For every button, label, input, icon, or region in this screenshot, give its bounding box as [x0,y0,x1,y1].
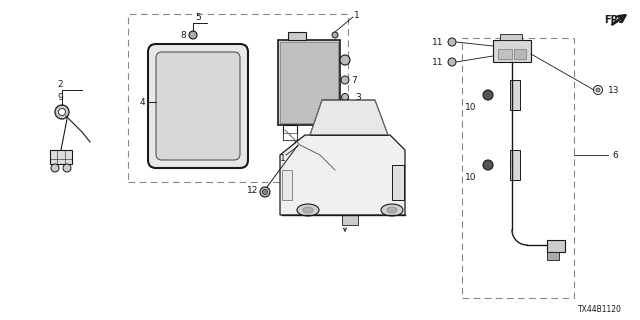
Bar [498,49,512,59]
Text: 6: 6 [612,150,618,159]
Text: TX44B1120: TX44B1120 [578,306,622,315]
Bar [283,125,297,140]
Bar [514,49,526,59]
Bar [128,14,348,182]
Text: 11: 11 [432,58,444,67]
Circle shape [189,31,197,39]
Circle shape [332,32,338,38]
Text: 3: 3 [355,92,361,101]
Circle shape [448,38,456,46]
Bar [280,42,338,123]
Bar [547,252,559,260]
Bar [547,240,565,252]
Bar [392,165,404,200]
Circle shape [593,85,602,94]
Bar [288,32,306,40]
Circle shape [448,58,456,66]
Text: FR.: FR. [604,15,622,25]
Text: 7: 7 [351,76,357,84]
Bar [278,40,340,125]
Bar [500,34,522,40]
Polygon shape [280,135,405,215]
Circle shape [340,55,350,65]
Text: 12: 12 [247,186,259,195]
Text: 2: 2 [57,79,63,89]
Bar [313,125,327,140]
Ellipse shape [387,207,397,213]
Polygon shape [310,100,388,135]
Circle shape [55,105,69,119]
Polygon shape [50,150,72,164]
Text: 11: 11 [432,37,444,46]
Text: 13: 13 [608,85,620,94]
Bar [283,133,297,140]
Circle shape [51,164,59,172]
FancyBboxPatch shape [148,44,248,168]
Circle shape [58,108,65,116]
Circle shape [483,160,493,170]
Bar [510,80,520,110]
Bar [462,38,574,298]
Ellipse shape [381,204,403,216]
Circle shape [262,189,268,195]
Circle shape [260,187,270,197]
Ellipse shape [297,204,319,216]
Text: 5: 5 [195,12,201,21]
Circle shape [63,164,71,172]
Text: 9: 9 [57,92,63,101]
Ellipse shape [303,207,313,213]
Bar [493,40,531,62]
Text: 10: 10 [465,102,476,111]
Bar [342,215,358,225]
Text: 8: 8 [180,30,186,39]
Text: 4: 4 [139,98,145,107]
Circle shape [596,88,600,92]
Circle shape [295,140,301,146]
Circle shape [341,76,349,84]
Bar [282,170,292,200]
Text: 1: 1 [280,154,286,163]
Text: 10: 10 [465,172,476,181]
FancyBboxPatch shape [156,52,240,160]
Circle shape [342,93,349,100]
Bar [510,150,520,180]
Circle shape [483,90,493,100]
Text: 1: 1 [354,11,360,20]
